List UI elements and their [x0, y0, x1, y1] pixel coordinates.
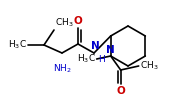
Text: N: N — [91, 41, 99, 51]
Text: O: O — [74, 16, 82, 26]
Text: $\mathsf{H_3C}$: $\mathsf{H_3C}$ — [77, 53, 96, 65]
Text: $\mathsf{NH_2}$: $\mathsf{NH_2}$ — [52, 63, 71, 75]
Text: $\mathsf{CH_3}$: $\mathsf{CH_3}$ — [140, 60, 158, 72]
Text: H: H — [98, 55, 105, 64]
Text: $\mathsf{CH_3}$: $\mathsf{CH_3}$ — [55, 17, 74, 29]
Text: $\mathsf{H_3C}$: $\mathsf{H_3C}$ — [8, 39, 27, 51]
Text: O: O — [116, 86, 125, 96]
Text: N: N — [106, 45, 115, 55]
